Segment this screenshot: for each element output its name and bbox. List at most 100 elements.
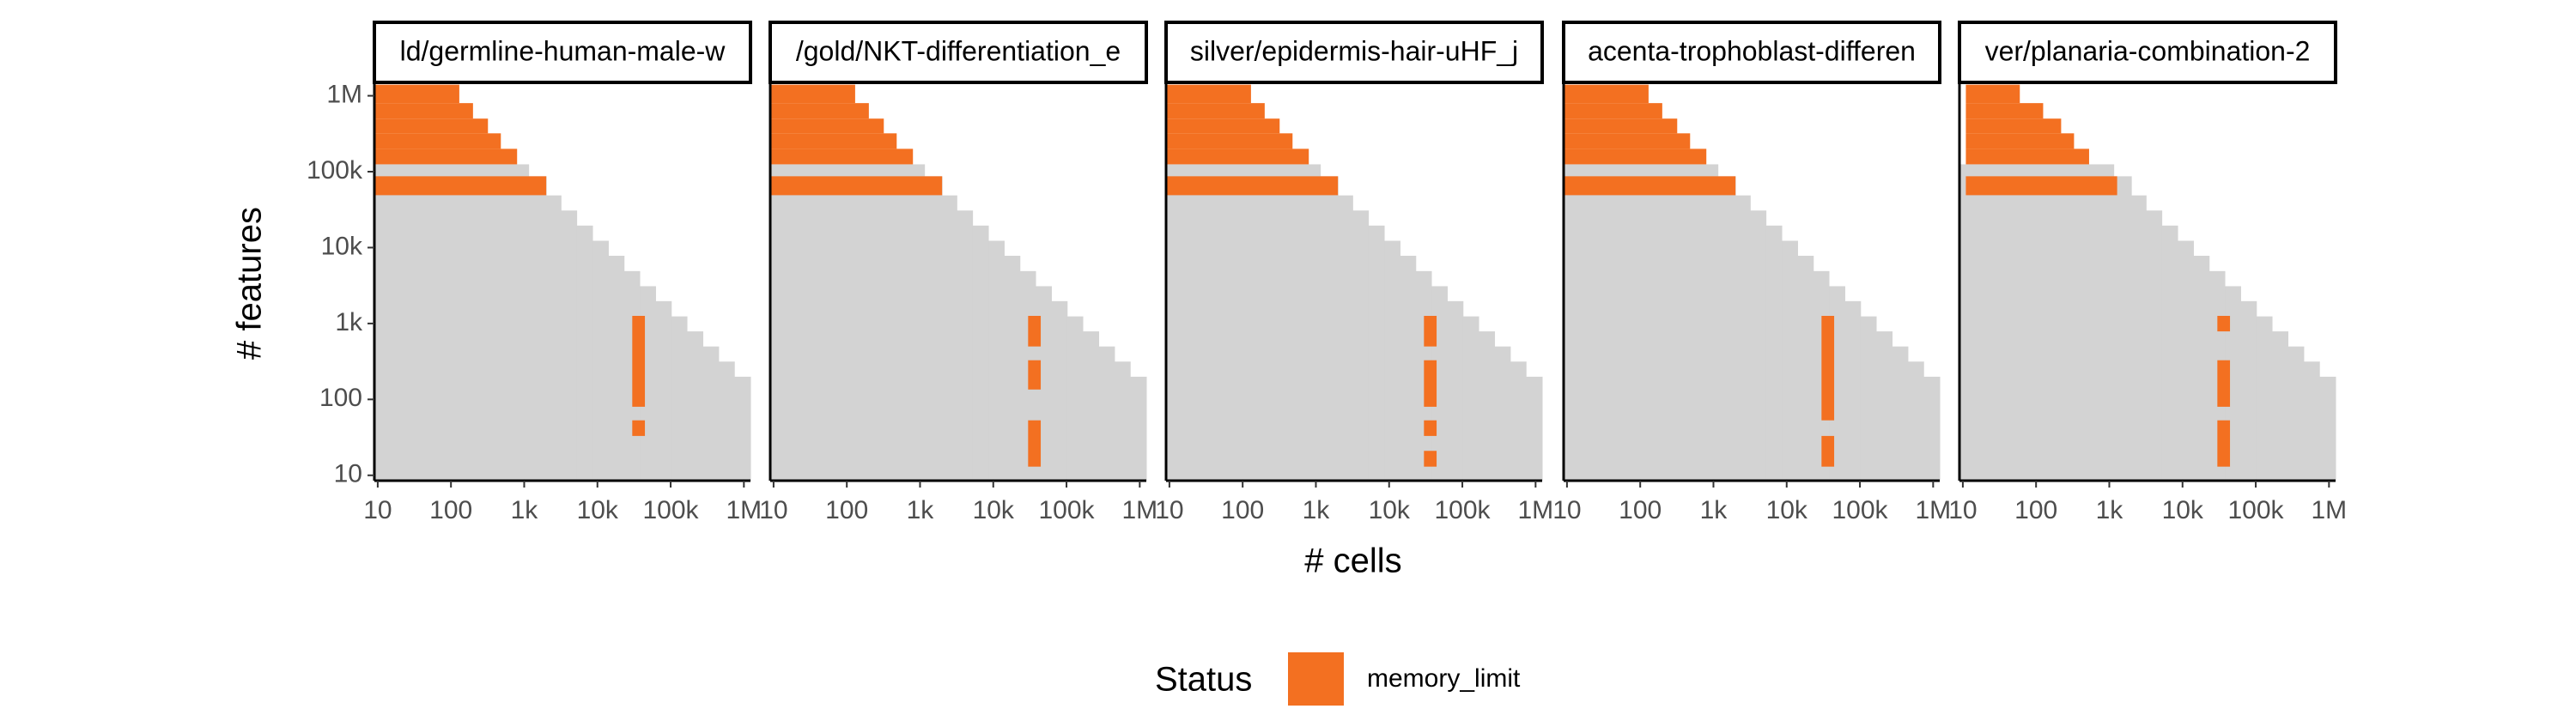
strip-title: /gold/NKT-differentiation_e [796, 35, 1121, 66]
background-tile [1368, 225, 1385, 481]
memory-limit-tile [2217, 420, 2231, 467]
y-axis-title: # features [231, 207, 269, 360]
background-tile [2178, 240, 2194, 481]
background-tile [1384, 240, 1400, 481]
panel: silver/epidermis-hair-uHF_j 10 100 1k 10k 100… [1155, 21, 1553, 524]
memory-limit-tile [1166, 133, 1293, 149]
memory-limit-tile [1028, 360, 1042, 390]
background-tile [1494, 346, 1511, 481]
x-axis-title: # cells [1304, 542, 1401, 580]
x-tick-label: 100 [1221, 496, 1264, 524]
memory-limit-tile [1166, 118, 1280, 134]
y-tick-label: 1M [326, 80, 362, 108]
background-tile [1352, 210, 1370, 481]
x-tick-label: 100 [825, 496, 868, 524]
memory-limit-tile [1166, 148, 1309, 165]
memory-limit-tile [1965, 84, 2020, 104]
x-tick-label: 10 [1948, 496, 1977, 524]
background-tile [561, 210, 578, 481]
memory-limit-tile [374, 176, 547, 196]
background-tile [1510, 361, 1527, 481]
memory-limit-tile [1564, 118, 1678, 134]
background-tile [1782, 240, 1798, 481]
x-tick-label: 10k [577, 496, 619, 524]
legend-swatch [1288, 652, 1344, 706]
memory-limit-tile [1564, 84, 1649, 104]
background-tile [1876, 331, 1893, 481]
background-tile [770, 164, 926, 481]
memory-limit-tile [1821, 316, 1835, 421]
memory-limit-tile [770, 176, 943, 196]
background-tile [2287, 346, 2305, 481]
background-tile [1797, 255, 1814, 481]
x-tick-label: 1k [907, 496, 935, 524]
memory-limit-tile [374, 118, 489, 134]
legend-label: memory_limit [1367, 664, 1521, 693]
background-tile [1892, 346, 1909, 481]
y-tick-label: 100 [319, 384, 362, 412]
y-tick-label: 10k [321, 232, 363, 260]
memory-limit-tile [1564, 176, 1736, 196]
memory-limit-tile [1564, 148, 1707, 165]
background-tile [2272, 331, 2289, 481]
x-tick-label: 10k [973, 496, 1015, 524]
background-tile [608, 255, 625, 481]
memory-limit-tile [2217, 316, 2231, 332]
background-tile [1907, 361, 1924, 481]
strip-title: acenta-trophoblast-differen [1588, 35, 1916, 66]
memory-limit-tile [1965, 133, 2075, 149]
x-tick-label: 10k [2162, 496, 2204, 524]
memory-limit-tile [1965, 148, 2089, 165]
background-tile [2131, 195, 2147, 482]
memory-limit-tile [770, 103, 869, 119]
panel: ver/planaria-combination-2 10 100 1k 10k 100k… [1948, 21, 2347, 524]
memory-limit-tile [770, 133, 897, 149]
memory-limit-tile [770, 148, 914, 165]
memory-limit-tile [1166, 103, 1265, 119]
x-tick-label: 10k [1369, 496, 1411, 524]
strip [769, 21, 1148, 84]
x-tick-label: 100k [2228, 496, 2285, 524]
x-tick-label: 1M [726, 496, 762, 524]
strip [1958, 21, 2337, 84]
memory-limit-tile [374, 133, 501, 149]
x-tick-label: 1k [1303, 496, 1331, 524]
background-tile [1166, 164, 1321, 481]
background-tile [2161, 225, 2178, 481]
panel: ld/germline-human-male-w 10 100 1k 10k 100k 1M… [307, 21, 762, 524]
background-tile [1717, 176, 1736, 481]
background-tile [988, 240, 1005, 481]
x-tick-label: 1k [2096, 496, 2124, 524]
memory-limit-tile [1424, 420, 1437, 436]
background-tile [2146, 210, 2163, 481]
background-tile [1004, 255, 1021, 481]
background-tile [942, 195, 957, 482]
background-tile [1051, 300, 1068, 481]
background-tile [671, 316, 688, 481]
background-tile [1098, 346, 1115, 481]
background-tile [1462, 316, 1479, 481]
memory-limit-tile [1965, 103, 2044, 119]
background-tile [2303, 361, 2320, 481]
x-tick-label: 100 [1619, 496, 1662, 524]
memory-limit-tile [1424, 360, 1437, 407]
strip [1562, 21, 1941, 84]
background-tile [1447, 300, 1464, 481]
x-tick-label: 10 [363, 496, 392, 524]
background-tile [1479, 331, 1496, 481]
background-tile [546, 195, 562, 482]
memory-limit-tile [1821, 435, 1835, 467]
memory-limit-tile [770, 118, 884, 134]
x-tick-label: 10 [1552, 496, 1581, 524]
memory-limit-tile [1424, 316, 1437, 347]
legend-title: Status [1155, 661, 1252, 699]
memory-limit-tile [1028, 316, 1042, 347]
background-tile [1338, 195, 1353, 482]
memory-limit-tile [1424, 451, 1437, 467]
strip [373, 21, 752, 84]
background-tile [924, 176, 943, 481]
strip-title: silver/epidermis-hair-uHF_j [1190, 35, 1518, 66]
background-tile [1735, 195, 1751, 482]
background-tile [1083, 331, 1100, 481]
y-tick-label: 1k [335, 308, 363, 336]
